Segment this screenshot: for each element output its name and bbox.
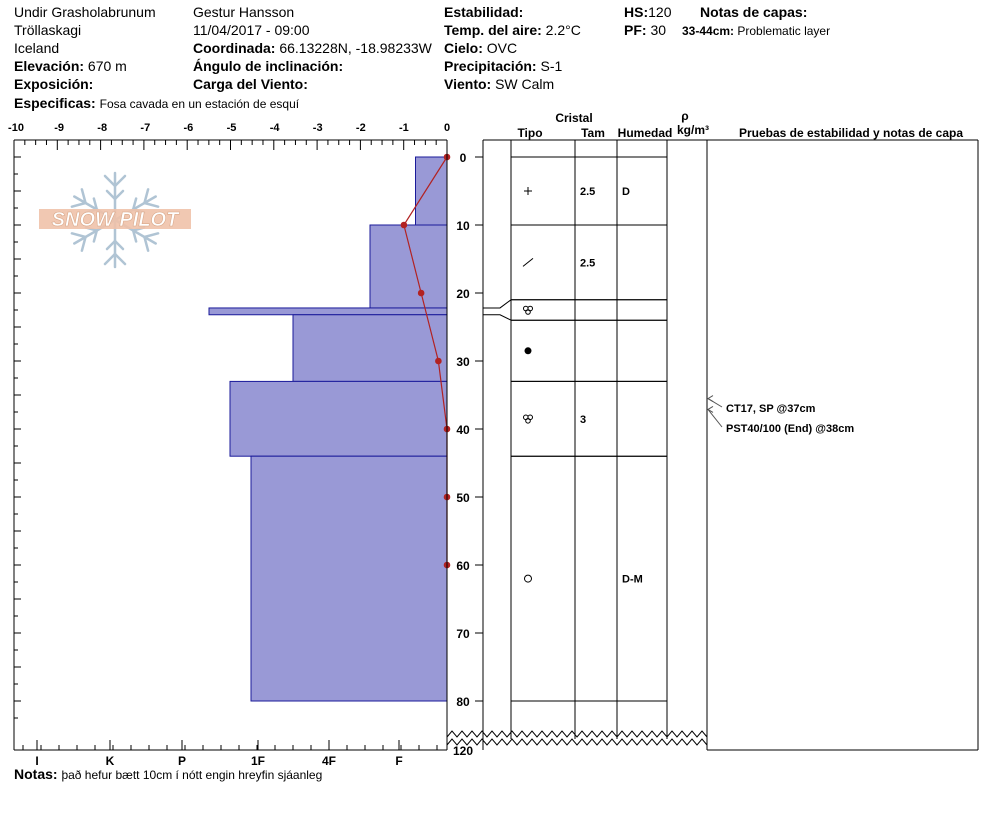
- depth-tick-label: 10: [456, 219, 470, 233]
- temp-tick-label: -6: [184, 122, 194, 134]
- temp-tick-label: 0: [444, 122, 450, 134]
- layer-connector: [483, 314, 512, 321]
- hardness-bar: [229, 380, 448, 457]
- layer-notes-title: Notas de capas:: [700, 4, 808, 20]
- hardness-bar: [292, 314, 448, 382]
- wetness: D-M: [622, 574, 643, 586]
- stability: Estabilidad:: [444, 4, 524, 20]
- sky-cover: Cielo: OVC: [444, 40, 518, 56]
- stability-test-label: PST40/100 (End) @38cm: [726, 423, 854, 435]
- temperature-point: [400, 221, 408, 229]
- depth-tick-label: 60: [456, 559, 470, 573]
- mountain-range: Tröllaskagi: [14, 22, 82, 38]
- hardness-tick-label: I: [35, 754, 38, 768]
- hardness-bar: [415, 156, 448, 226]
- stability-test-label: CT17, SP @37cm: [726, 403, 816, 415]
- stability-arrowhead: [707, 405, 714, 413]
- stability-arrow: [707, 409, 723, 428]
- hardness-bar: [369, 224, 448, 309]
- density-unit-header: kg/m³: [677, 123, 709, 137]
- density-header: ρ: [681, 109, 688, 123]
- wetness: D: [622, 186, 630, 198]
- depth-tick-label: 50: [456, 491, 470, 505]
- precipitation: Precipitación: S-1: [444, 58, 563, 74]
- grain-size: 2.5: [580, 257, 595, 269]
- wind-loading: Carga del Viento:: [193, 76, 308, 92]
- depth-tick-label: 120: [453, 744, 473, 758]
- depth-tick-label: 80: [456, 695, 470, 709]
- temp-tick-label: -3: [313, 122, 323, 134]
- temperature-point: [417, 289, 425, 297]
- coordinates: Coordinada: 66.13228N, -18.98233W: [193, 40, 432, 56]
- depth-break-line: [446, 730, 708, 738]
- air-temperature: Temp. del aire: 2.2°C: [444, 22, 581, 38]
- wind: Viento: SW Calm: [444, 76, 555, 92]
- temperature-point: [435, 357, 442, 365]
- temp-tick-label: -7: [140, 122, 150, 134]
- temp-tick-label: -5: [227, 122, 237, 134]
- layer-connector: [483, 299, 512, 309]
- temp-tick-label: -10: [8, 122, 24, 134]
- grain-size: 3: [580, 414, 586, 426]
- depth-break-line: [446, 738, 708, 746]
- depth-tick-label: 30: [456, 355, 470, 369]
- snow-height: HS:120: [624, 4, 672, 20]
- depth-tick-label: 20: [456, 287, 470, 301]
- elevation: Elevación: 670 m: [14, 58, 127, 74]
- temp-tick-label: -1: [399, 122, 409, 134]
- country: Iceland: [14, 40, 60, 56]
- specifics: Especificas: Fosa cavada en un estación …: [14, 95, 300, 111]
- tam-header: Tam: [581, 126, 605, 140]
- hardness-temperature-plot: -10 -9 -8 -7 -6 -5 -4 -3 -2 -1 0I K P 1F 4F F: [8, 122, 451, 768]
- location-name: Undir Grasholabrunum: [14, 4, 156, 20]
- hardness-tick-label: P: [178, 754, 186, 768]
- hardness-bar: [208, 307, 448, 316]
- stability-arrowhead: [707, 395, 714, 403]
- layer-note: 33-44cm: Problematic layer: [682, 24, 831, 38]
- svg-text:SNOW PILOT: SNOW PILOT: [52, 209, 180, 231]
- depth-tick-label: 70: [456, 627, 470, 641]
- depth-tick-label: 0: [460, 151, 467, 165]
- hardness-tick-label: 1F: [251, 754, 265, 768]
- grain-dot-icon: [524, 347, 532, 355]
- notes: Notas: það hefur bætt 10cm í nótt engin …: [14, 766, 323, 782]
- grain-trefoil-icon: [525, 418, 531, 424]
- hardness-bar: [250, 455, 448, 702]
- hardness-tick-label: F: [395, 754, 402, 768]
- depth-tick-label: 40: [456, 423, 470, 437]
- observer: Gestur Hansson: [193, 4, 295, 20]
- tests-header: Pruebas de estabilidad y notas de capa: [739, 126, 963, 140]
- aspect: Exposición:: [14, 76, 94, 92]
- slope-angle: Ángulo de inclinación:: [193, 58, 344, 74]
- hardness-tick-label: 4F: [322, 754, 336, 768]
- temp-tick-label: -8: [97, 122, 107, 134]
- profile-header: Undir Grasholabrunum Tröllaskagi Iceland…: [0, 0, 994, 782]
- tipo-header: Tipo: [517, 126, 542, 140]
- grain-circle-icon: [524, 574, 532, 583]
- grain-slash-icon: [522, 258, 534, 267]
- date-time: 11/04/2017 - 09:00: [193, 22, 310, 38]
- snow-pilot-logo: SNOW PILOT: [39, 209, 191, 231]
- temp-tick-label: -9: [54, 122, 64, 134]
- foot-penetration: PF: 30: [624, 22, 667, 38]
- temp-tick-label: -2: [356, 122, 366, 134]
- humedad-header: Humedad: [618, 126, 673, 140]
- temp-tick-label: -4: [270, 122, 281, 134]
- grain-trefoil-icon: [525, 309, 531, 315]
- hardness-tick-label: K: [106, 754, 115, 768]
- grain-size: 2.5: [580, 186, 595, 198]
- cristal-header: Cristal: [555, 111, 592, 125]
